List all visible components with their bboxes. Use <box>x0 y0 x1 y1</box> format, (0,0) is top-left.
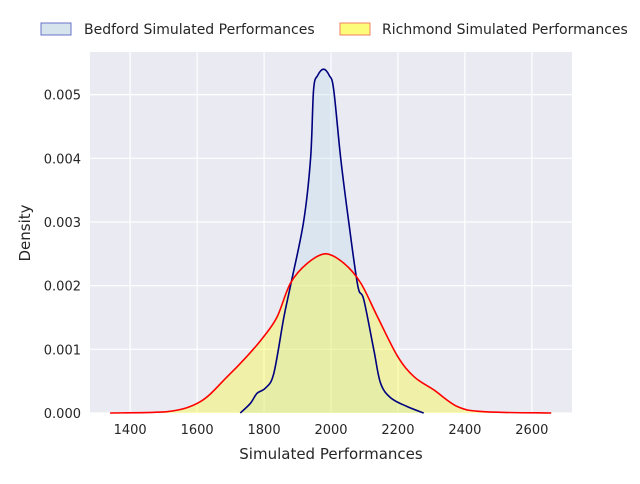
x-tick-label: 2600 <box>515 423 548 438</box>
x-tick-label: 2000 <box>314 423 347 438</box>
x-axis-ticks: 1400 1600 1800 2000 2200 2400 2600 <box>114 423 549 438</box>
bedford-density-line <box>239 68 425 414</box>
legend-swatch-richmond <box>339 22 371 36</box>
legend-label-bedford: Bedford Simulated Performances <box>84 22 315 38</box>
y-tick-label: 0.003 <box>44 216 81 231</box>
x-tick-label: 2400 <box>448 423 481 438</box>
y-axis-ticks: 0.000 0.001 0.002 0.003 0.004 0.005 <box>44 89 81 422</box>
series-areas <box>110 68 552 414</box>
x-tick-label: 2200 <box>381 423 414 438</box>
legend-swatch-bedford <box>40 22 72 36</box>
x-tick-label: 1600 <box>181 423 214 438</box>
richmond-density-line <box>110 253 552 414</box>
y-tick-label: 0.002 <box>44 280 81 295</box>
x-axis-label: Simulated Performances <box>239 445 423 463</box>
y-axis-label: Density <box>16 204 34 261</box>
legend-label-richmond: Richmond Simulated Performances <box>382 22 628 38</box>
y-tick-label: 0.004 <box>44 152 81 167</box>
x-tick-label: 1400 <box>114 423 147 438</box>
legend: Bedford Simulated Performances Richmond … <box>40 22 628 38</box>
x-tick-label: 1800 <box>248 423 281 438</box>
bedford-density-fill <box>240 69 424 413</box>
y-tick-label: 0.005 <box>44 89 81 104</box>
grid <box>90 52 572 414</box>
y-tick-label: 0.001 <box>44 343 81 358</box>
richmond-density-fill <box>110 253 552 413</box>
y-tick-label: 0.000 <box>44 407 81 422</box>
